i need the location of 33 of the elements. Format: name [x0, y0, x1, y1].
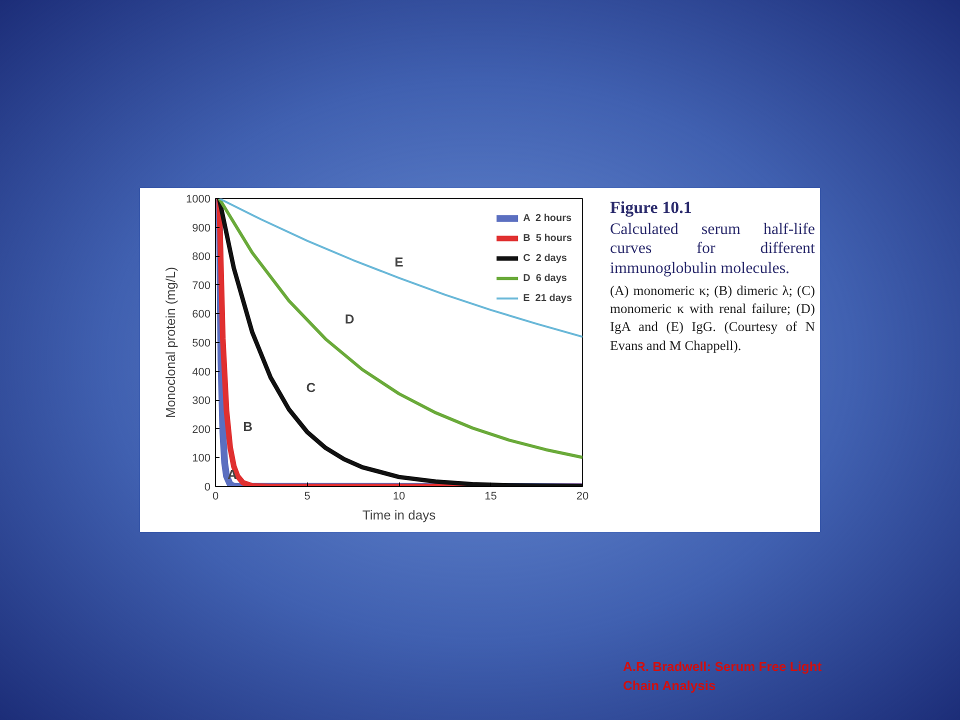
legend-label: A 2 hours: [523, 212, 572, 224]
x-tick-label: 15: [484, 490, 497, 502]
y-tick-label: 900: [192, 222, 211, 234]
y-tick-label: 200: [192, 424, 211, 436]
x-tick-label: 5: [304, 490, 310, 502]
text: Calculated serum half-life curves for different immunoglobulin molecules.: [610, 220, 815, 278]
legend-label: E 21 days: [523, 292, 572, 304]
y-tick-label: 1000: [186, 194, 211, 206]
y-tick-label: 400: [192, 366, 211, 378]
text: (A) monomeric κ; (B) dimeric λ; (C) monomeric κ with renal failure; (D) IgA and (E) IgG. (Courtesy of N Evans and M Chappell).: [610, 282, 815, 355]
legend-label: C 2 days: [523, 252, 567, 264]
y-tick-label: 700: [192, 280, 211, 292]
x-tick-label: 0: [212, 490, 219, 502]
y-tick-label: 800: [192, 251, 211, 264]
y-tick-label: 0: [204, 482, 211, 494]
y-tick-label: 300: [192, 395, 211, 408]
y-tick-label: 600: [192, 308, 211, 321]
annotation: C: [306, 380, 316, 395]
line-series: [218, 198, 582, 338]
y-tick-label: 100: [192, 452, 211, 465]
annotation: B: [243, 418, 253, 434]
legend-label: B 5 hours: [523, 232, 572, 244]
annotation: A: [227, 466, 238, 482]
legend-label: D 6 days: [523, 272, 567, 284]
x-tick-label: 20: [576, 490, 589, 502]
x-tick-label: 10: [392, 490, 406, 502]
annotation: D: [344, 312, 354, 327]
annotation: E: [394, 254, 404, 270]
x-axis-title: Time in days: [362, 508, 436, 522]
y-axis-title: Monoclonal protein (mg/L): [163, 266, 178, 418]
text: A.R. Bradwell: Serum Free Light Chain Analysis: [623, 658, 823, 695]
y-tick-label: 500: [192, 338, 211, 350]
text: Figure 10.1: [610, 197, 693, 219]
